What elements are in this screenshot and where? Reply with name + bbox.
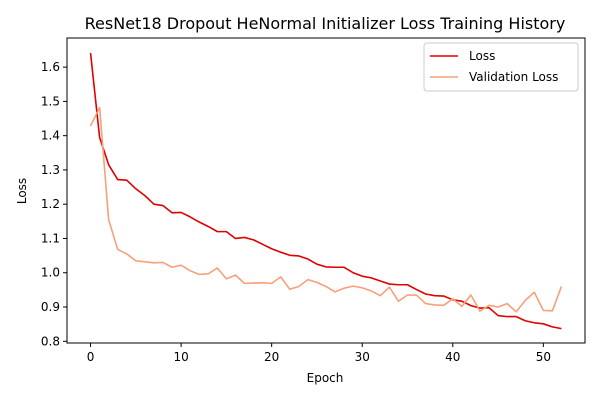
y-tick-label: 1.3: [41, 163, 60, 177]
x-tick-label: 0: [87, 350, 95, 364]
x-tick-label: 40: [445, 350, 460, 364]
legend-label-loss: Loss: [469, 49, 495, 63]
loss-series-line: [89, 52, 562, 330]
x-axis-label: Epoch: [307, 371, 344, 385]
x-tick-label: 30: [355, 350, 370, 364]
y-tick-label: 0.8: [41, 334, 60, 348]
x-axis: 0 10 20 30 40 50: [87, 343, 551, 364]
series-layer: [89, 52, 563, 330]
plot-frame: [66, 37, 586, 344]
y-tick-label: 1.4: [41, 129, 60, 143]
y-tick-label: 1.6: [41, 60, 60, 74]
validation-loss-series-line: [89, 106, 563, 313]
x-tick-label: 10: [173, 350, 188, 364]
y-tick-label: 1.2: [41, 197, 60, 211]
x-tick-label: 20: [264, 350, 279, 364]
legend: Loss Validation Loss: [423, 42, 579, 92]
y-axis: 0.8 0.9 1.0 1.1 1.2 1.3 1.4 1.5 1.6: [41, 60, 67, 348]
y-tick-label: 0.9: [41, 300, 60, 314]
legend-label-validation-loss: Validation Loss: [469, 70, 558, 84]
x-tick-label: 50: [536, 350, 551, 364]
y-tick-label: 1.1: [41, 231, 60, 245]
y-tick-label: 1.0: [41, 266, 60, 280]
legend-box: [423, 42, 579, 92]
y-axis-label: Loss: [15, 178, 29, 204]
chart-title: ResNet18 Dropout HeNormal Initializer Lo…: [85, 14, 566, 33]
y-tick-label: 1.5: [41, 94, 60, 108]
